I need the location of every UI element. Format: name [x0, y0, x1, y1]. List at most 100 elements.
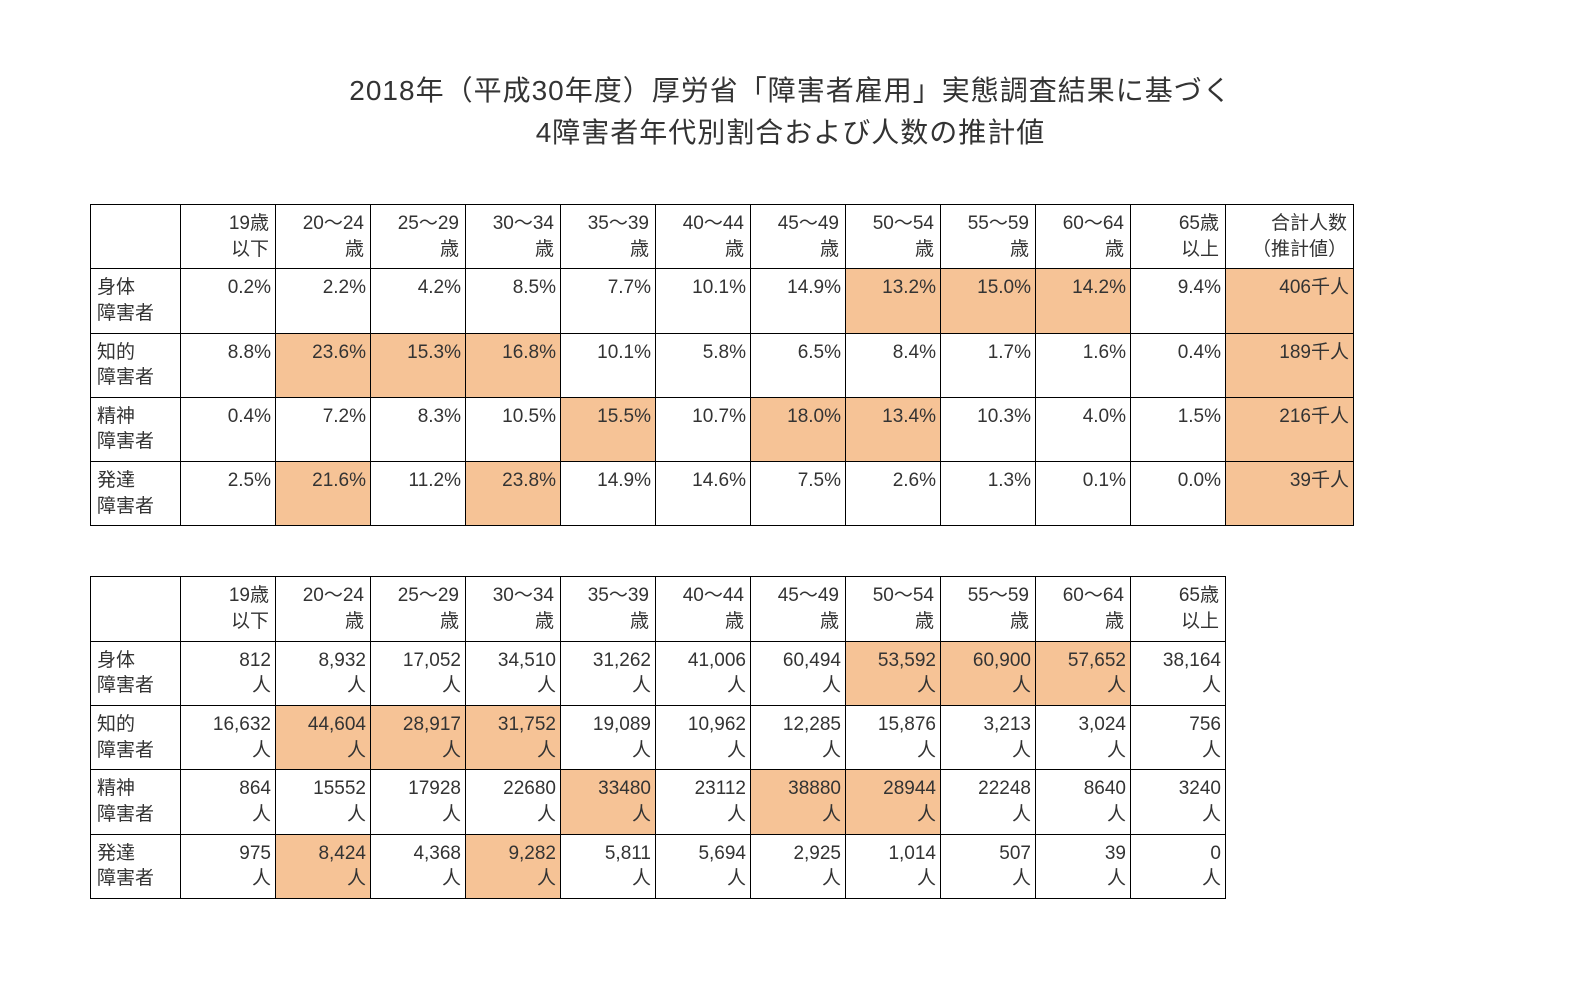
data-cell: 22680人 — [466, 770, 561, 834]
data-cell: 6.5% — [751, 333, 846, 397]
total-cell: 406千人 — [1226, 269, 1354, 333]
age-header: 19歳以下 — [181, 577, 276, 641]
total-cell: 189千人 — [1226, 333, 1354, 397]
data-cell: 28944人 — [846, 770, 941, 834]
age-header: 50〜54歳 — [846, 205, 941, 269]
data-cell: 10.3% — [941, 397, 1036, 461]
data-cell: 10.5% — [466, 397, 561, 461]
data-cell: 14.9% — [751, 269, 846, 333]
data-cell: 15.5% — [561, 397, 656, 461]
row-label: 発達障害者 — [91, 834, 181, 898]
age-header: 65歳以上 — [1131, 205, 1226, 269]
data-cell: 7.7% — [561, 269, 656, 333]
row-label: 発達障害者 — [91, 462, 181, 526]
data-cell: 33480人 — [561, 770, 656, 834]
data-cell: 8.8% — [181, 333, 276, 397]
data-cell: 975人 — [181, 834, 276, 898]
percentage-table: 19歳以下20〜24歳25〜29歳30〜34歳35〜39歳40〜44歳45〜49… — [90, 204, 1354, 526]
data-cell: 812人 — [181, 641, 276, 705]
data-cell: 15.3% — [371, 333, 466, 397]
data-cell: 1.3% — [941, 462, 1036, 526]
data-cell: 8,932人 — [276, 641, 371, 705]
data-cell: 44,604人 — [276, 705, 371, 769]
data-cell: 756人 — [1131, 705, 1226, 769]
data-cell: 7.5% — [751, 462, 846, 526]
data-cell: 8.5% — [466, 269, 561, 333]
age-header: 55〜59歳 — [941, 577, 1036, 641]
data-cell: 10.1% — [656, 269, 751, 333]
row-label: 知的障害者 — [91, 705, 181, 769]
age-header: 40〜44歳 — [656, 577, 751, 641]
page-title: 2018年（平成30年度）厚労省「障害者雇用」実態調査結果に基づく 4障害者年代… — [90, 70, 1491, 154]
data-cell: 2,925人 — [751, 834, 846, 898]
data-cell: 18.0% — [751, 397, 846, 461]
data-cell: 16,632人 — [181, 705, 276, 769]
data-cell: 507人 — [941, 834, 1036, 898]
data-cell: 5.8% — [656, 333, 751, 397]
data-cell: 3240人 — [1131, 770, 1226, 834]
age-header: 55〜59歳 — [941, 205, 1036, 269]
age-header: 20〜24歳 — [276, 577, 371, 641]
data-cell: 5,811人 — [561, 834, 656, 898]
data-cell: 13.2% — [846, 269, 941, 333]
data-cell: 0.2% — [181, 269, 276, 333]
data-cell: 11.2% — [371, 462, 466, 526]
data-cell: 14.2% — [1036, 269, 1131, 333]
data-cell: 4.2% — [371, 269, 466, 333]
data-cell: 0.0% — [1131, 462, 1226, 526]
total-header: 合計人数（推計値） — [1226, 205, 1354, 269]
data-cell: 8.4% — [846, 333, 941, 397]
data-cell: 1.6% — [1036, 333, 1131, 397]
data-cell: 8.3% — [371, 397, 466, 461]
total-cell: 216千人 — [1226, 397, 1354, 461]
data-cell: 15,876人 — [846, 705, 941, 769]
blank-header — [91, 577, 181, 641]
data-cell: 17928人 — [371, 770, 466, 834]
data-cell: 23.8% — [466, 462, 561, 526]
age-header: 40〜44歳 — [656, 205, 751, 269]
data-cell: 31,262人 — [561, 641, 656, 705]
data-cell: 10.7% — [656, 397, 751, 461]
age-header: 60〜64歳 — [1036, 577, 1131, 641]
row-label: 精神障害者 — [91, 770, 181, 834]
data-cell: 22248人 — [941, 770, 1036, 834]
age-header: 25〜29歳 — [371, 205, 466, 269]
data-cell: 2.6% — [846, 462, 941, 526]
data-cell: 31,752人 — [466, 705, 561, 769]
title-line2: 4障害者年代別割合および人数の推計値 — [536, 117, 1046, 148]
total-cell: 39千人 — [1226, 462, 1354, 526]
data-cell: 38,164人 — [1131, 641, 1226, 705]
data-cell: 15552人 — [276, 770, 371, 834]
data-cell: 14.9% — [561, 462, 656, 526]
data-cell: 60,494人 — [751, 641, 846, 705]
data-cell: 10,962人 — [656, 705, 751, 769]
age-header: 19歳以下 — [181, 205, 276, 269]
data-cell: 10.1% — [561, 333, 656, 397]
count-table: 19歳以下20〜24歳25〜29歳30〜34歳35〜39歳40〜44歳45〜49… — [90, 576, 1226, 898]
data-cell: 23112人 — [656, 770, 751, 834]
data-cell: 39人 — [1036, 834, 1131, 898]
age-header: 45〜49歳 — [751, 577, 846, 641]
blank-header — [91, 205, 181, 269]
data-cell: 38880人 — [751, 770, 846, 834]
data-cell: 23.6% — [276, 333, 371, 397]
age-header: 20〜24歳 — [276, 205, 371, 269]
data-cell: 0.1% — [1036, 462, 1131, 526]
data-cell: 0.4% — [181, 397, 276, 461]
row-label: 知的障害者 — [91, 333, 181, 397]
data-cell: 14.6% — [656, 462, 751, 526]
data-cell: 34,510人 — [466, 641, 561, 705]
data-cell: 864人 — [181, 770, 276, 834]
data-cell: 3,213人 — [941, 705, 1036, 769]
data-cell: 3,024人 — [1036, 705, 1131, 769]
data-cell: 12,285人 — [751, 705, 846, 769]
data-cell: 5,694人 — [656, 834, 751, 898]
age-header: 25〜29歳 — [371, 577, 466, 641]
data-cell: 53,592人 — [846, 641, 941, 705]
data-cell: 13.4% — [846, 397, 941, 461]
row-label: 精神障害者 — [91, 397, 181, 461]
data-cell: 57,652人 — [1036, 641, 1131, 705]
row-label: 身体障害者 — [91, 269, 181, 333]
age-header: 35〜39歳 — [561, 205, 656, 269]
data-cell: 9,282人 — [466, 834, 561, 898]
